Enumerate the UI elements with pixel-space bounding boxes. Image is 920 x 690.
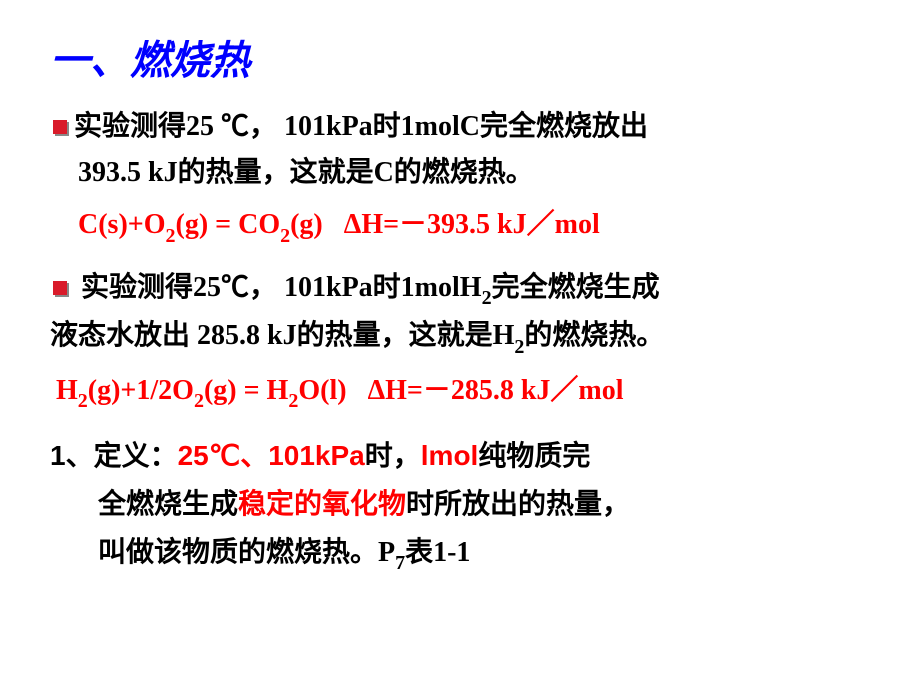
p2-l2a: 液态水放出 285.8 kJ的热量，这就是H (50, 320, 514, 351)
eq2-d: O(l) (298, 375, 346, 406)
eq1-sub1: 2 (166, 225, 176, 247)
slide-title: 一、燃烧热 (50, 28, 880, 86)
def-l3b: 表1-1 (405, 537, 470, 568)
def-l2b: 时所放出的热量， (406, 489, 630, 520)
def-comma: 、 (66, 441, 94, 472)
def-num: 1 (50, 440, 66, 471)
bullet-icon (50, 267, 74, 307)
eq2-a: H (56, 375, 78, 406)
def-pure: 纯物质 (478, 441, 562, 472)
definition: 1、定义：25℃、101kPa时，lmol纯物质完 全燃烧生成稳定的氧化物时所放… (50, 432, 880, 578)
def-l2a: 全燃烧生成 (98, 489, 238, 520)
def-when: 时， (365, 441, 421, 472)
def-sub7: 7 (395, 552, 405, 574)
eq1-part-c: (g) (290, 209, 323, 240)
def-stable: 稳定的氧化物 (238, 489, 406, 520)
def-line1: 1、定义：25℃、101kPa时，lmol纯物质完 (50, 432, 880, 481)
def-l3a: 叫做该物质的燃烧热。P (98, 537, 395, 568)
eq2-sub1: 2 (78, 390, 88, 412)
eq2-dh: ΔH=－285.8 kJ／mol (368, 375, 624, 406)
def-cond: 25℃、101kPa (178, 440, 365, 471)
eq1-dh: ΔH=－393.5 kJ／mol (344, 209, 600, 240)
paragraph-2: 实验测得25℃， 101kPa时1molH2完全燃烧生成 (50, 267, 880, 312)
def-line2: 全燃烧生成稳定的氧化物时所放出的热量， (50, 481, 880, 529)
eq2-b: (g)+1/2O (88, 375, 194, 406)
p2-l1b: 完全燃烧生成 (492, 272, 660, 303)
slide-container: 一、燃烧热 实验测得25 ℃， 101kPa时1molC完全燃烧放出 393.5… (0, 0, 920, 598)
def-lmol: lmol (421, 440, 479, 471)
eq2-sub2: 2 (194, 390, 204, 412)
paragraph-1: 实验测得25 ℃， 101kPa时1molC完全燃烧放出 (50, 106, 880, 148)
eq1-sub2: 2 (280, 225, 290, 247)
def-line3: 叫做该物质的燃烧热。P7表1-1 (50, 529, 880, 579)
eq1-part-a: C(s)+O (78, 209, 166, 240)
p2-line2: 液态水放出 285.8 kJ的热量，这就是H2的燃烧热。 (50, 315, 880, 360)
def-label: 定义： (94, 441, 178, 472)
equation-2: H2(g)+1/2O2(g) = H2O(l) ΔH=－285.8 kJ／mol (56, 370, 880, 415)
p2-l1a: 实验测得25℃， 101kPa时1molH (81, 272, 482, 303)
equation-1: C(s)+O2(g) = CO2(g) ΔH=－393.5 kJ／mol (78, 204, 880, 249)
p1-line2: 393.5 kJ的热量，这就是C的燃烧热。 (50, 152, 880, 194)
eq2-sub3: 2 (288, 390, 298, 412)
def-end1: 完 (562, 441, 590, 472)
eq2-c: (g) = H (204, 375, 288, 406)
eq1-part-b: (g) = CO (176, 209, 281, 240)
p1-line1: 实验测得25 ℃， 101kPa时1molC完全燃烧放出 (74, 106, 648, 148)
bullet-icon (50, 106, 74, 146)
p2-l2b: 的燃烧热。 (524, 320, 664, 351)
p2-sub2: 2 (514, 336, 524, 358)
p2-sub1: 2 (482, 287, 492, 309)
p2-line1: 实验测得25℃， 101kPa时1molH2完全燃烧生成 (74, 267, 660, 312)
